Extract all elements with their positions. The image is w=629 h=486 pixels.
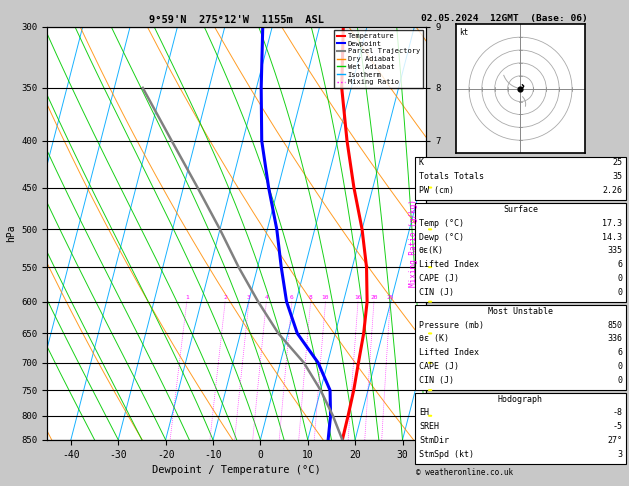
- X-axis label: Dewpoint / Temperature (°C): Dewpoint / Temperature (°C): [152, 465, 321, 475]
- Text: 1: 1: [185, 295, 189, 299]
- Text: 0: 0: [617, 288, 622, 297]
- Text: CAPE (J): CAPE (J): [419, 274, 459, 283]
- Text: Totals Totals: Totals Totals: [419, 172, 484, 181]
- Text: 27°: 27°: [607, 436, 622, 445]
- Text: 6: 6: [617, 348, 622, 357]
- Text: 0: 0: [617, 274, 622, 283]
- Text: Hodograph: Hodograph: [498, 395, 543, 404]
- Text: θε(K): θε(K): [419, 246, 444, 256]
- Text: 25: 25: [612, 158, 622, 168]
- Title: 9°59'N  275°12'W  1155m  ASL: 9°59'N 275°12'W 1155m ASL: [149, 15, 324, 25]
- Text: 14.3: 14.3: [602, 232, 622, 242]
- Text: K: K: [419, 158, 424, 168]
- Point: [516, 85, 526, 92]
- Text: θε (K): θε (K): [419, 334, 449, 344]
- Text: 35: 35: [612, 172, 622, 181]
- Text: 4: 4: [264, 295, 268, 299]
- Text: Dewp (°C): Dewp (°C): [419, 232, 464, 242]
- Text: Pressure (mb): Pressure (mb): [419, 321, 484, 330]
- Text: 0: 0: [617, 362, 622, 371]
- Text: Lifted Index: Lifted Index: [419, 348, 479, 357]
- Text: kt: kt: [459, 28, 468, 36]
- Y-axis label: hPa: hPa: [6, 225, 16, 242]
- Text: 17.3: 17.3: [602, 219, 622, 228]
- Text: 2.26: 2.26: [602, 186, 622, 195]
- Text: 02.05.2024  12GMT  (Base: 06): 02.05.2024 12GMT (Base: 06): [421, 14, 588, 23]
- Text: 850: 850: [607, 321, 622, 330]
- Text: 336: 336: [607, 334, 622, 344]
- Text: 16: 16: [354, 295, 362, 299]
- Text: -5: -5: [612, 422, 622, 432]
- Text: EH: EH: [419, 408, 429, 417]
- Text: 10: 10: [322, 295, 329, 299]
- Text: 0: 0: [617, 376, 622, 385]
- Text: -8: -8: [612, 408, 622, 417]
- Text: © weatheronline.co.uk: © weatheronline.co.uk: [416, 468, 513, 477]
- Y-axis label: km
ASL: km ASL: [466, 224, 481, 243]
- Text: Mixing Ratio (g/kg): Mixing Ratio (g/kg): [409, 199, 418, 287]
- Text: 335: 335: [607, 246, 622, 256]
- Text: CAPE (J): CAPE (J): [419, 362, 459, 371]
- Text: 3: 3: [247, 295, 251, 299]
- Text: 25: 25: [386, 295, 394, 299]
- Text: 3: 3: [617, 450, 622, 459]
- Text: 8: 8: [309, 295, 313, 299]
- Text: StmDir: StmDir: [419, 436, 449, 445]
- Text: 6: 6: [617, 260, 622, 269]
- Text: CIN (J): CIN (J): [419, 288, 454, 297]
- Text: SREH: SREH: [419, 422, 439, 432]
- Text: StmSpd (kt): StmSpd (kt): [419, 450, 474, 459]
- Text: PW (cm): PW (cm): [419, 186, 454, 195]
- Text: 20: 20: [370, 295, 377, 299]
- Text: 6: 6: [290, 295, 294, 299]
- Text: Temp (°C): Temp (°C): [419, 219, 464, 228]
- Legend: Temperature, Dewpoint, Parcel Trajectory, Dry Adiabat, Wet Adiabat, Isotherm, Mi: Temperature, Dewpoint, Parcel Trajectory…: [334, 30, 423, 88]
- Text: Surface: Surface: [503, 205, 538, 214]
- Text: Lifted Index: Lifted Index: [419, 260, 479, 269]
- Text: Most Unstable: Most Unstable: [488, 307, 553, 316]
- Text: CIN (J): CIN (J): [419, 376, 454, 385]
- Text: 2: 2: [223, 295, 227, 299]
